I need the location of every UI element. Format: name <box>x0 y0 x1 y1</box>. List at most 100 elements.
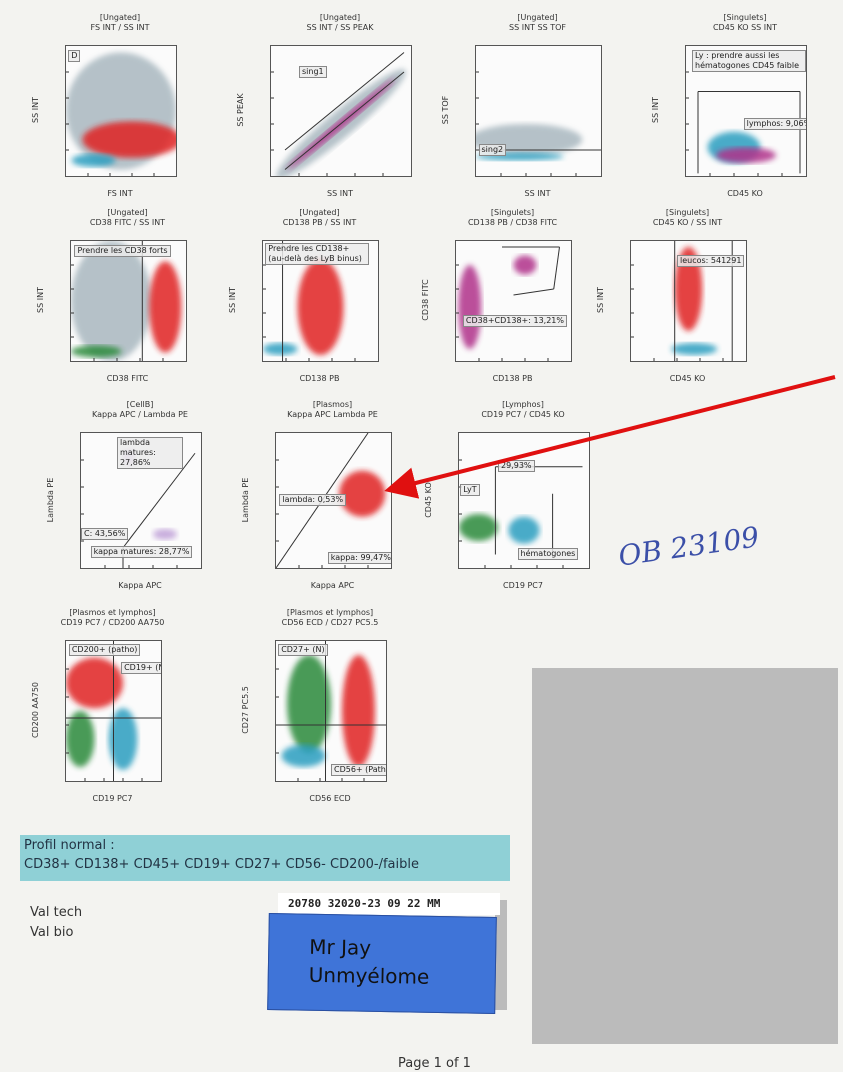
gate-label: CD38+CD138+: 13,21% <box>463 315 567 327</box>
y-axis-label: SS INT <box>596 287 605 313</box>
x-axis-label: CD138 PB <box>455 374 570 384</box>
profile-markers: CD38+ CD138+ CD45+ CD19+ CD27+ CD56- CD2… <box>24 857 419 872</box>
gate-label: kappa: 99,47% <box>328 552 392 564</box>
profile-box: Profil normal : CD38+ CD138+ CD45+ CD19+… <box>20 835 510 881</box>
scatter <box>276 641 386 781</box>
gate-label: LyT <box>460 484 479 496</box>
y-axis-label: SS INT <box>651 97 660 123</box>
cell-cloud <box>459 514 498 541</box>
x-axis-label: SS INT <box>270 189 410 199</box>
y-axis-label: CD200 AA750 <box>31 682 40 738</box>
plot-gate: [Lymphos] <box>438 400 608 410</box>
cell-cloud <box>671 343 717 355</box>
gate-label: CD200+ (patho) <box>69 644 141 656</box>
gate-label: lambda: 0,53% <box>279 494 346 506</box>
plot-area: CD38+CD138+: 13,21% <box>455 240 572 362</box>
plot-area: lambda: 0,53% kappa: 99,47% <box>275 432 392 569</box>
plot-gate: [Singulets] <box>665 13 825 23</box>
gate-label: Prendre les CD38 forts <box>74 245 170 257</box>
plot-title: CD138 PB / CD38 FITC <box>425 218 600 228</box>
cell-cloud <box>271 60 411 176</box>
y-axis-label: SS INT <box>228 287 237 313</box>
plot-title: CD45 KO / SS INT <box>600 218 775 228</box>
scatter <box>66 46 176 176</box>
cell-cloud <box>153 529 177 540</box>
plot-gate: [Singulets] <box>435 208 590 218</box>
cell-cloud <box>298 259 344 355</box>
handwritten-id: OB 23109 <box>616 520 761 572</box>
gate-label: kappa matures: 28,77% <box>91 546 193 558</box>
plot-gate: [Singulets] <box>610 208 765 218</box>
x-axis-label: Kappa APC <box>80 581 200 591</box>
patient-box: Mr Jay Unmyélome <box>267 913 497 1014</box>
cell-cloud <box>508 517 539 544</box>
plot-title: FS INT / SS INT <box>35 23 205 33</box>
plot-gate: [Plasmos] <box>255 400 410 410</box>
x-axis-label: CD38 FITC <box>70 374 185 384</box>
gate-label: C: 43,56% <box>81 528 128 540</box>
patient-name: Mr Jay <box>309 935 371 960</box>
cell-cloud <box>263 343 298 355</box>
x-axis-label: FS INT <box>65 189 175 199</box>
gate-label: Prendre les CD138+ (au-delà des LyB binu… <box>265 243 369 265</box>
gate-line <box>554 247 560 289</box>
gate-label: D <box>68 50 80 62</box>
page-footer: Page 1 of 1 <box>398 1056 471 1071</box>
cell-cloud <box>514 255 537 274</box>
scatter <box>456 241 571 361</box>
y-axis-label: Lambda PE <box>241 477 250 522</box>
cell-cloud <box>716 147 776 163</box>
scatter <box>476 46 601 176</box>
y-axis-label: CD45 KO <box>424 482 433 518</box>
gate-label: sing1 <box>299 66 327 78</box>
plot-area: Prendre les CD138+ (au-delà des LyB binu… <box>262 240 379 362</box>
gate-label: lymphos: 9,06% <box>744 118 807 130</box>
y-axis-label: CD27 PC5.5 <box>241 686 250 734</box>
cell-cloud <box>287 655 331 753</box>
plot-title: SS INT / SS PEAK <box>240 23 440 33</box>
x-axis-label: CD138 PB <box>262 374 377 384</box>
gate-line <box>285 72 404 170</box>
plot-area: sing2 <box>475 45 602 177</box>
plot-gate: [CellB] <box>60 400 220 410</box>
y-axis-label: SS PEAK <box>236 93 245 126</box>
x-axis-label: CD19 PC7 <box>65 794 160 804</box>
gate-line <box>514 289 554 295</box>
cell-cloud <box>71 241 152 361</box>
cell-cloud <box>71 345 122 357</box>
plot-gate: [Ungated] <box>455 13 620 23</box>
y-axis-label: SS INT <box>31 97 40 123</box>
plot-gate: [Ungated] <box>50 208 205 218</box>
plot-title: CD56 ECD / CD27 PC5.5 <box>245 618 415 628</box>
plot-area: Prendre les CD38 forts <box>70 240 187 362</box>
plot-title: Kappa APC / Lambda PE <box>50 410 230 420</box>
plot-area: leucos: 541291 <box>630 240 747 362</box>
plot-area: CD27+ (N)CD56+ (Patho) <box>275 640 387 782</box>
cell-cloud <box>66 711 95 767</box>
cell-cloud <box>282 745 326 767</box>
plot-gate: [Ungated] <box>250 13 430 23</box>
gate-label: Ly : prendre aussi les hématogones CD45 … <box>692 50 806 72</box>
cell-cloud <box>149 261 181 352</box>
plot-area: lambda matures: 27,86%C: 43,56%kappa mat… <box>80 432 202 569</box>
plot-gate: [Ungated] <box>242 208 397 218</box>
x-axis-label: CD45 KO <box>630 374 745 384</box>
plot-gate: [Ungated] <box>45 13 195 23</box>
plot-gate: [Plasmos et lymphos] <box>255 608 405 618</box>
y-axis-label: CD38 FITC <box>421 279 430 320</box>
gate-label: hématogones <box>518 548 579 560</box>
barcode-label: 20780 32020-23 09 22 MM <box>278 893 500 915</box>
cell-cloud <box>458 265 481 349</box>
patient-note: Unmyélome <box>309 963 430 989</box>
val-tech: Val tech <box>30 905 82 920</box>
gate-label: CD19+ (N) <box>121 662 162 674</box>
gate-label: CD56+ (Patho) <box>331 764 387 776</box>
plot-area: sing1 <box>270 45 412 177</box>
cell-cloud <box>72 154 116 167</box>
y-axis-label: SS TOF <box>441 96 450 124</box>
scatter <box>271 46 411 176</box>
x-axis-label: CD56 ECD <box>275 794 385 804</box>
table-frame <box>532 668 838 1044</box>
x-axis-label: SS INT <box>475 189 600 199</box>
